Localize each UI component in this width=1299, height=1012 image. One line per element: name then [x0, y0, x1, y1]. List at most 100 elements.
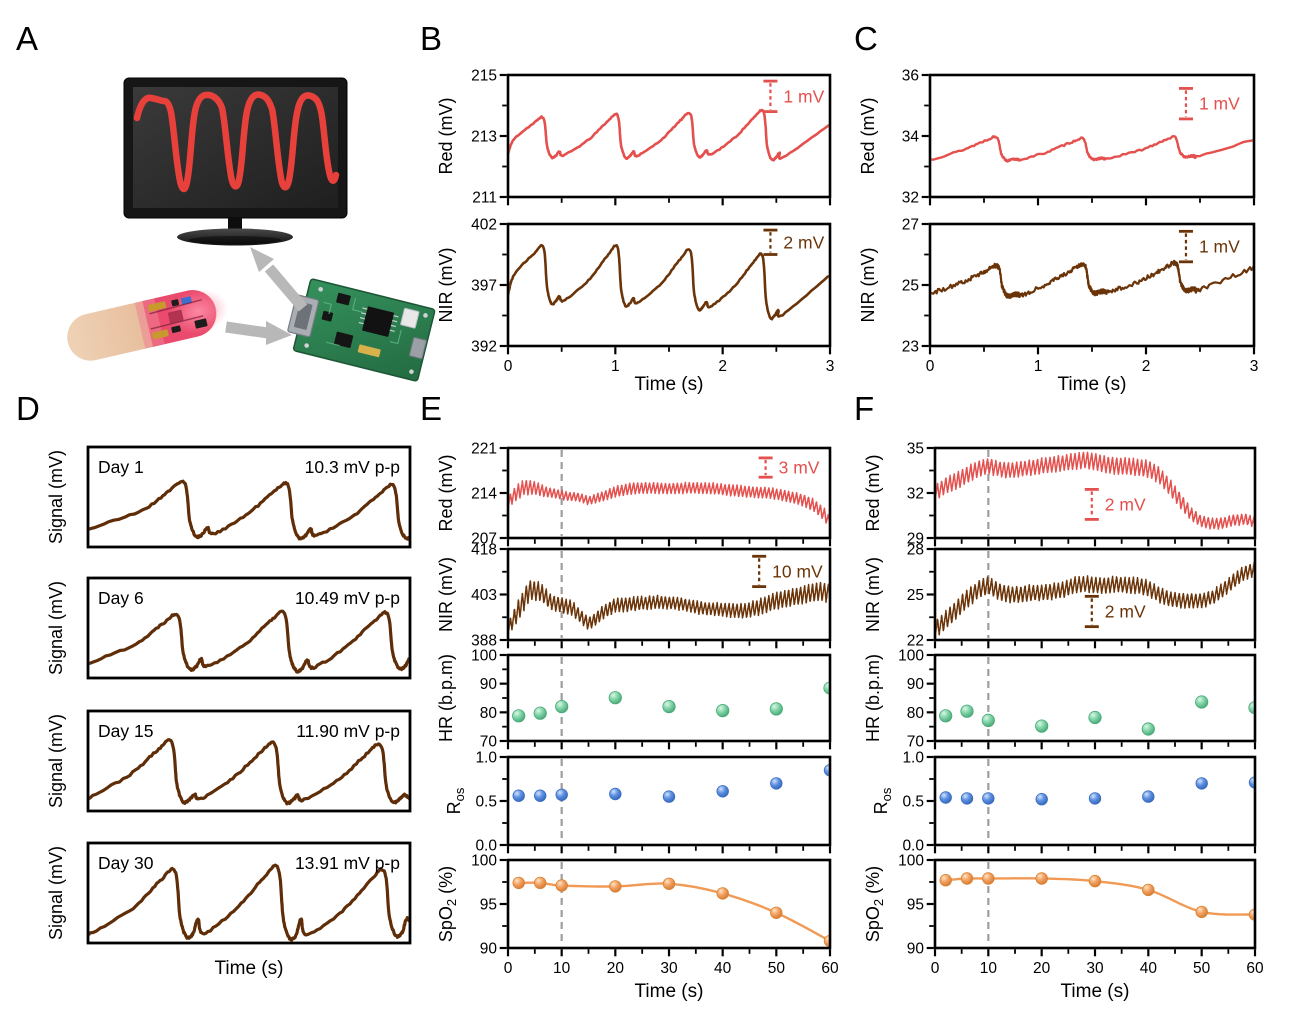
- axes-frame: [506, 547, 832, 642]
- data-point-sphere: [982, 872, 995, 885]
- series-group: [509, 243, 829, 321]
- axes-frame: [506, 446, 832, 540]
- data-point-sphere: [716, 785, 729, 798]
- data-point-sphere: [534, 876, 547, 890]
- series-group: [89, 738, 409, 806]
- x-tick-label: 10: [553, 960, 571, 977]
- x-axis-label: Time (s): [635, 374, 704, 395]
- y-tick-label: 100: [471, 853, 497, 870]
- day-label: Day 6: [98, 588, 144, 608]
- waveform-line: [936, 561, 1254, 636]
- data-point-sphere: [1035, 719, 1049, 733]
- y-axis-label: Signal (mV): [46, 581, 66, 675]
- data-point-sphere: [1142, 790, 1155, 803]
- day-label: Day 30: [98, 853, 154, 873]
- day-label: Day 15: [98, 721, 153, 741]
- chart-B-nir: 392 397 402 0 1 2 3 NIR (mV) Time (s) 2 mV: [436, 217, 834, 396]
- scale-bar-label: 2 mV: [783, 232, 824, 252]
- y-tick-label: 70: [480, 734, 498, 751]
- scale-bar-label: 1 mV: [1199, 237, 1240, 257]
- y-tick-label: 402: [471, 217, 497, 234]
- y-axis-label: SpO2 (%): [436, 866, 459, 942]
- data-point-sphere: [982, 792, 995, 805]
- chart-D-day15: Signal (mV) Day 15 11.90 mV p-p: [46, 709, 412, 813]
- y-tick-label: 80: [480, 705, 498, 722]
- x-tick-label: 0: [504, 358, 513, 375]
- y-tick-label: 213: [471, 129, 497, 146]
- x-tick-label: 40: [1140, 960, 1158, 977]
- x-axis-label: Time (s): [635, 981, 704, 1002]
- x-tick-label: 30: [1086, 960, 1104, 977]
- chart-D-day30: Signal (mV) Time (s) Day 30 13.91 mV p-p: [46, 841, 412, 979]
- data-point-sphere: [662, 790, 676, 803]
- series-group: [512, 876, 829, 947]
- data-point-sphere: [1248, 908, 1254, 921]
- data-point-sphere: [662, 699, 676, 714]
- y-tick-label: 221: [471, 441, 497, 458]
- data-point-sphere: [555, 699, 569, 714]
- panel-a-illustration: [67, 77, 436, 382]
- series-group: [512, 681, 829, 723]
- data-point-sphere: [534, 789, 547, 802]
- data-point-sphere: [823, 764, 829, 777]
- data-point-sphere: [770, 777, 783, 790]
- x-tick-label: 60: [1246, 960, 1264, 977]
- y-tick-label: 214: [471, 486, 497, 503]
- chart-D-day6: Signal (mV) Day 6 10.49 mV p-p: [46, 576, 412, 680]
- data-point-sphere: [939, 709, 953, 723]
- y-tick-label: 403: [471, 587, 497, 604]
- peak-to-peak-label: 11.90 mV p-p: [296, 721, 400, 741]
- y-axis-label: Signal (mV): [46, 450, 66, 544]
- y-tick-label: 392: [471, 339, 497, 356]
- axes-frame: [933, 755, 1257, 847]
- data-point-sphere: [1248, 701, 1254, 715]
- axes-frame: [86, 445, 412, 549]
- y-tick-label: 0.0: [902, 838, 924, 855]
- y-tick-label: 32: [902, 190, 919, 207]
- data-point-sphere: [1195, 905, 1208, 919]
- waveform-line: [89, 738, 409, 806]
- scale-bar-label: 3 mV: [779, 458, 820, 478]
- y-axis-label: HR (b.p.m): [436, 654, 456, 742]
- series-group: [89, 479, 409, 541]
- scale-bar-label: 1 mV: [783, 86, 824, 106]
- axes-frame: [933, 858, 1257, 950]
- chart-F-ros: 0.0 0.5 1.0 Ros: [871, 750, 1257, 855]
- y-axis-label: Red (mV): [858, 97, 878, 174]
- data-point-sphere: [533, 706, 547, 720]
- y-tick-label: 70: [907, 734, 925, 751]
- series-group: [936, 561, 1254, 636]
- axes-frame: [506, 73, 832, 199]
- y-tick-label: 0.0: [475, 838, 497, 855]
- y-axis-label: Ros: [444, 787, 467, 814]
- y-tick-label: 32: [907, 486, 924, 503]
- series-group: [509, 108, 829, 162]
- y-tick-label: 90: [480, 676, 498, 693]
- chart-D-day1: Signal (mV) Day 1 10.3 mV p-p: [46, 445, 412, 549]
- y-axis-label: NIR (mV): [863, 557, 883, 632]
- y-tick-label: 95: [907, 897, 924, 914]
- x-tick-label: 1: [1034, 358, 1043, 375]
- arrow-finger-to-board-icon: [225, 321, 292, 345]
- series-group: [931, 259, 1253, 299]
- series-group: [89, 863, 409, 942]
- waveform-line: [89, 863, 409, 942]
- y-tick-label: 29: [907, 531, 924, 548]
- y-tick-label: 95: [480, 897, 497, 914]
- x-tick-label: 40: [714, 960, 732, 977]
- axes-frame: [86, 841, 412, 945]
- data-point-sphere: [716, 887, 729, 900]
- y-tick-label: 100: [898, 853, 924, 870]
- x-axis-label: Time (s): [215, 958, 284, 979]
- x-tick-label: 3: [1250, 358, 1259, 375]
- y-tick-label: 215: [471, 68, 497, 85]
- pulse-waveform-on-screen: [133, 91, 340, 193]
- scale-bar-label: 2 mV: [1105, 494, 1146, 514]
- chart-F-spo2: 90 95 100 0 10 20 30 40 50 60 SpO2 (%) Time (s): [863, 853, 1264, 1003]
- chart-F-red: 29 32 35 Red (mV) 2 mV: [863, 441, 1257, 548]
- y-tick-label: 418: [471, 542, 497, 559]
- data-point-sphere: [1195, 777, 1208, 790]
- series-group: [939, 872, 1254, 921]
- axes-frame: [506, 755, 832, 847]
- y-axis-label: NIR (mV): [858, 248, 878, 323]
